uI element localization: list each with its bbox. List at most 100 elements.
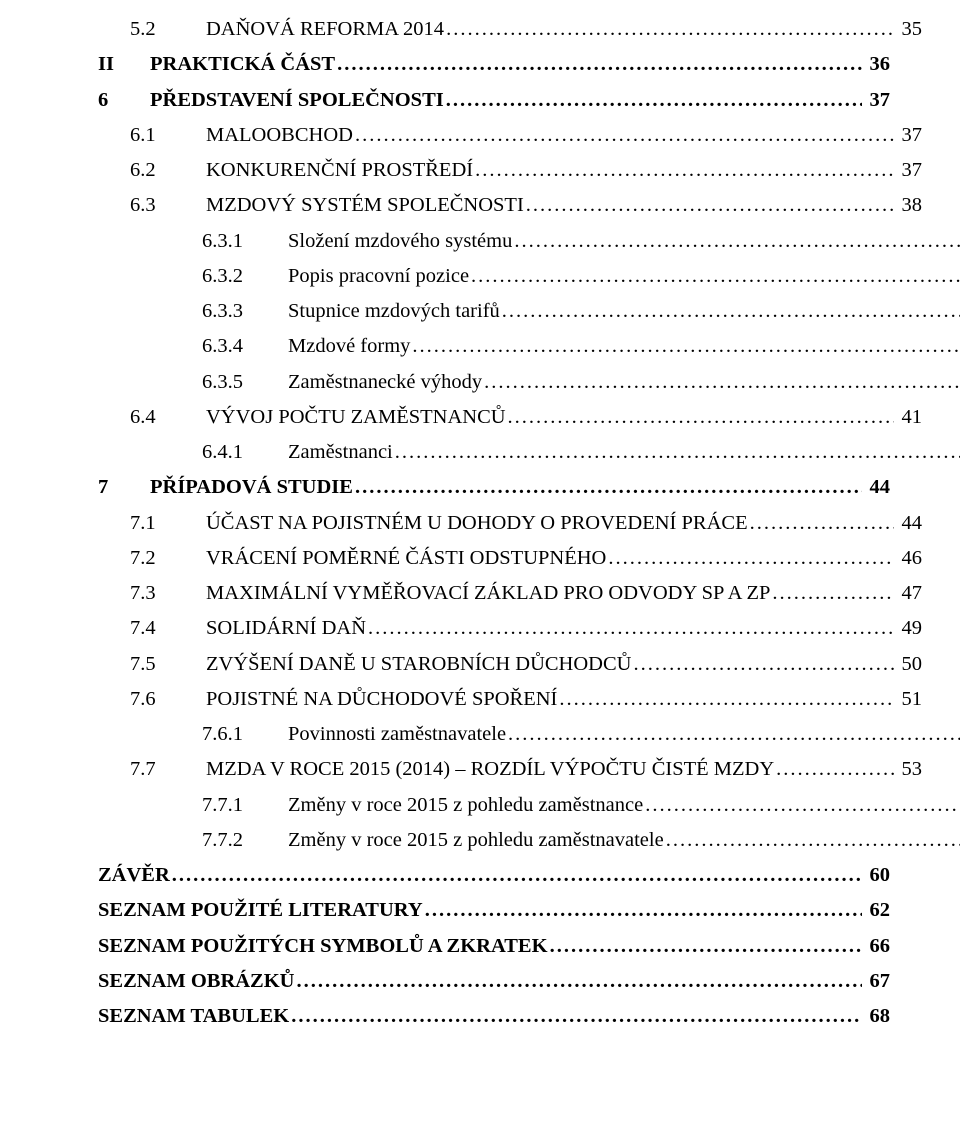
toc-number: 6.4.1 <box>202 435 288 470</box>
toc-label: Stupnice mzdových tarifů <box>288 294 500 329</box>
toc-label: PRAKTICKÁ ČÁST <box>150 47 335 82</box>
toc-row: 6.4.1Zaměstnanci42 <box>98 435 960 470</box>
toc-row: 7.6POJISTNÉ NA DŮCHODOVÉ SPOŘENÍ 51 <box>98 682 922 717</box>
toc-row: 7.6.1Povinnosti zaměstnavatele52 <box>98 717 960 752</box>
toc-leader-dots <box>548 929 862 964</box>
toc-row: 7PŘÍPADOVÁ STUDIE44 <box>98 470 890 505</box>
toc-label: Složení mzdového systému <box>288 224 512 259</box>
toc-page-number: 68 <box>862 999 890 1034</box>
toc-number: 6.3.5 <box>202 365 288 400</box>
toc-number: 7 <box>98 470 150 505</box>
toc-leader-dots <box>500 294 960 329</box>
toc-number: 7.2 <box>130 541 206 576</box>
toc-number: 7.7.1 <box>202 788 288 823</box>
toc-number: 7.6.1 <box>202 717 288 752</box>
toc-page-number: 46 <box>894 541 922 576</box>
toc-label: SEZNAM POUŽITÝCH SYMBOLŮ A ZKRATEK <box>98 929 548 964</box>
toc-leader-dots <box>473 153 894 188</box>
toc-leader-dots <box>506 400 894 435</box>
toc-page-number: 66 <box>862 929 890 964</box>
toc-row: 7.2VRÁCENÍ POMĚRNÉ ČÁSTI ODSTUPNÉHO46 <box>98 541 922 576</box>
toc-leader-dots <box>770 576 894 611</box>
toc-leader-dots <box>643 788 960 823</box>
toc-leader-dots <box>482 365 960 400</box>
toc-number: II <box>98 47 150 82</box>
toc-row: 6.1MALOOBCHOD37 <box>98 118 922 153</box>
toc-leader-dots <box>664 823 960 858</box>
toc-label: MZDA V ROCE 2015 (2014) – ROZDÍL VÝPOČTU… <box>206 752 774 787</box>
toc-label: ÚČAST NA POJISTNÉM U DOHODY O PROVEDENÍ … <box>206 506 748 541</box>
toc-label: PŘEDSTAVENÍ SPOLEČNOSTI <box>150 83 444 118</box>
toc-number: 6.3.2 <box>202 259 288 294</box>
toc-leader-dots <box>606 541 894 576</box>
toc-row: 7.5ZVÝŠENÍ DANĚ U STAROBNÍCH DŮCHODCŮ50 <box>98 647 922 682</box>
toc-number: 6.3.3 <box>202 294 288 329</box>
toc-page-number: 41 <box>894 400 922 435</box>
toc-row: 6.3.1Složení mzdového systému39 <box>98 224 960 259</box>
toc-number: 6.1 <box>130 118 206 153</box>
toc-label: ZÁVĚR <box>98 858 170 893</box>
toc-leader-dots <box>353 470 862 505</box>
toc-number: 7.6 <box>130 682 206 717</box>
toc-page-number: 44 <box>894 506 922 541</box>
toc-number: 6.3.1 <box>202 224 288 259</box>
toc-page-number: 51 <box>894 682 922 717</box>
toc-row: 7.7.1Změny v roce 2015 z pohledu zaměstn… <box>98 788 960 823</box>
toc-row: 5.2DAŇOVÁ REFORMA 201435 <box>98 12 922 47</box>
toc-label: SEZNAM POUŽITÉ LITERATURY <box>98 893 423 928</box>
toc-label: Zaměstnanecké výhody <box>288 365 482 400</box>
toc-leader-dots <box>557 682 894 717</box>
toc-number: 6.3.4 <box>202 329 288 364</box>
toc-leader-dots <box>444 83 862 118</box>
toc-page-number: 67 <box>862 964 890 999</box>
toc-row: 6.3.3Stupnice mzdových tarifů39 <box>98 294 960 329</box>
toc-page-number: 49 <box>894 611 922 646</box>
toc-page-number: 44 <box>862 470 890 505</box>
toc-label: Mzdové formy <box>288 329 410 364</box>
toc-leader-dots <box>353 118 894 153</box>
toc-page-number: 36 <box>862 47 890 82</box>
toc-leader-dots <box>506 717 960 752</box>
toc-label: VÝVOJ POČTU ZAMĚSTNANCŮ <box>206 400 506 435</box>
toc-label: POJISTNÉ NA DŮCHODOVÉ SPOŘENÍ <box>206 682 557 717</box>
toc-leader-dots <box>469 259 960 294</box>
toc-row: 6.2KONKURENČNÍ PROSTŘEDÍ37 <box>98 153 922 188</box>
toc-leader-dots <box>423 893 862 928</box>
toc-leader-dots <box>524 188 894 223</box>
toc-label: Popis pracovní pozice <box>288 259 469 294</box>
toc-row: SEZNAM POUŽITÝCH SYMBOLŮ A ZKRATEK 66 <box>98 929 890 964</box>
toc-row: ZÁVĚR 60 <box>98 858 890 893</box>
toc-leader-dots <box>748 506 894 541</box>
toc-leader-dots <box>410 329 960 364</box>
toc-number: 6.2 <box>130 153 206 188</box>
toc-number: 6 <box>98 83 150 118</box>
toc-number: 6.4 <box>130 400 206 435</box>
toc-number: 7.5 <box>130 647 206 682</box>
toc-label: MZDOVÝ SYSTÉM SPOLEČNOSTI <box>206 188 524 223</box>
toc-row: 7.4SOLIDÁRNÍ DAŇ49 <box>98 611 922 646</box>
toc-row: 6.3.2Popis pracovní pozice39 <box>98 259 960 294</box>
toc-row: SEZNAM TABULEK 68 <box>98 999 890 1034</box>
toc-row: SEZNAM POUŽITÉ LITERATURY 62 <box>98 893 890 928</box>
toc-leader-dots <box>393 435 960 470</box>
toc-row: 7.7.2Změny v roce 2015 z pohledu zaměstn… <box>98 823 960 858</box>
toc-leader-dots <box>444 12 894 47</box>
toc-leader-dots <box>631 647 894 682</box>
toc-row: 6.3.4Mzdové formy39 <box>98 329 960 364</box>
toc-label: DAŇOVÁ REFORMA 2014 <box>206 12 444 47</box>
toc-row: 7.7MZDA V ROCE 2015 (2014) – ROZDÍL VÝPO… <box>98 752 922 787</box>
toc-page-number: 37 <box>894 153 922 188</box>
toc-page-number: 62 <box>862 893 890 928</box>
toc-page-number: 60 <box>862 858 890 893</box>
toc-row: IIPRAKTICKÁ ČÁST 36 <box>98 47 890 82</box>
toc-leader-dots <box>366 611 894 646</box>
toc-leader-dots <box>335 47 862 82</box>
toc-label: MAXIMÁLNÍ VYMĚŘOVACÍ ZÁKLAD PRO ODVODY S… <box>206 576 770 611</box>
toc-page-number: 53 <box>894 752 922 787</box>
toc-leader-dots <box>289 999 862 1034</box>
toc-page-number: 47 <box>894 576 922 611</box>
toc-row: 6.3MZDOVÝ SYSTÉM SPOLEČNOSTI38 <box>98 188 922 223</box>
toc-label: ZVÝŠENÍ DANĚ U STAROBNÍCH DŮCHODCŮ <box>206 647 631 682</box>
toc-label: SEZNAM TABULEK <box>98 999 289 1034</box>
toc-number: 7.7.2 <box>202 823 288 858</box>
